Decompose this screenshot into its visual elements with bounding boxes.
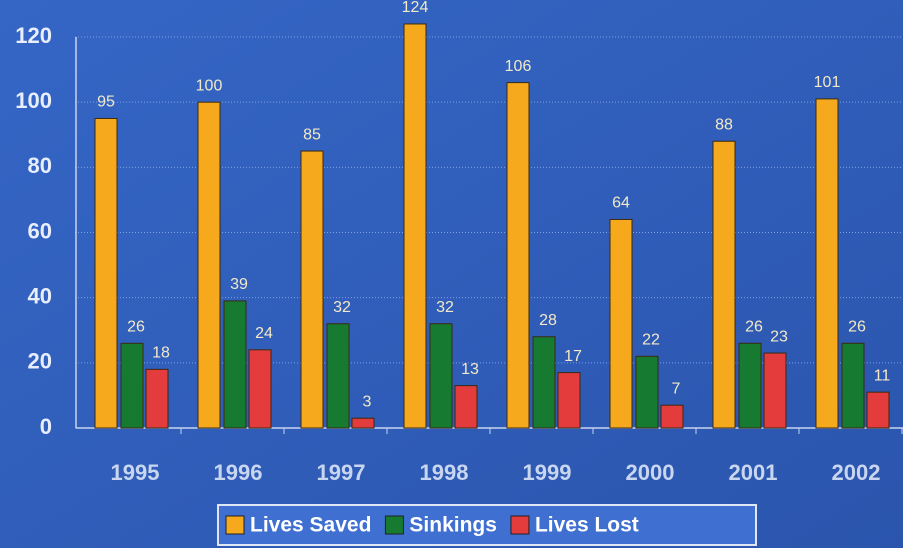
bar — [815, 98, 839, 429]
y-tick-label: 40 — [28, 283, 52, 308]
legend-swatch — [384, 515, 404, 535]
bar — [866, 391, 890, 429]
bar — [94, 117, 118, 429]
bar — [841, 342, 865, 429]
value-label: 32 — [436, 299, 454, 316]
value-label: 100 — [196, 77, 223, 94]
value-label: 95 — [97, 94, 115, 111]
bar — [738, 342, 762, 429]
value-label: 64 — [612, 195, 630, 212]
x-tick-label: 1996 — [214, 460, 263, 485]
x-tick-label: 2000 — [626, 460, 675, 485]
legend-swatch — [510, 515, 530, 535]
value-label: 85 — [303, 126, 321, 143]
x-tick-label: 2002 — [832, 460, 881, 485]
bar — [326, 323, 350, 429]
value-label: 106 — [505, 58, 532, 75]
bar — [351, 417, 375, 429]
bar — [248, 349, 272, 429]
x-tick-label: 2001 — [729, 460, 778, 485]
legend: Lives Saved Sinkings Lives Lost — [217, 504, 757, 546]
legend-label: Sinkings — [409, 514, 497, 537]
value-label: 3 — [363, 393, 372, 410]
y-tick-label: 60 — [28, 218, 52, 243]
bar — [403, 23, 427, 429]
value-label: 26 — [848, 319, 866, 336]
value-label: 28 — [539, 312, 557, 329]
x-tick-label: 1999 — [523, 460, 572, 485]
value-label: 88 — [715, 116, 733, 133]
legend-label: Lives Saved — [250, 514, 371, 537]
bar — [635, 355, 659, 429]
x-tick-label: 1997 — [317, 460, 366, 485]
legend-label: Lives Lost — [535, 514, 639, 537]
y-tick-label: 100 — [15, 88, 52, 113]
bar — [223, 300, 247, 429]
value-label: 39 — [230, 276, 248, 293]
value-label: 11 — [874, 367, 891, 384]
x-tick-label: 1998 — [420, 460, 469, 485]
legend-box — [217, 504, 757, 546]
value-label: 26 — [745, 319, 763, 336]
bar — [557, 372, 581, 429]
value-label: 26 — [127, 319, 145, 336]
bar — [506, 82, 530, 429]
bar — [532, 336, 556, 429]
bar — [454, 385, 478, 429]
bar — [763, 352, 787, 429]
bar — [197, 101, 221, 429]
value-label: 13 — [461, 361, 479, 378]
y-tick-label: 0 — [40, 414, 52, 439]
bar — [120, 342, 144, 429]
x-tick-label: 1995 — [111, 460, 160, 485]
value-label: 18 — [152, 345, 170, 362]
value-label: 32 — [333, 299, 351, 316]
value-label: 101 — [814, 74, 841, 91]
legend-swatch — [225, 515, 245, 535]
value-label: 124 — [402, 0, 429, 16]
value-label: 22 — [642, 332, 660, 349]
bar — [145, 368, 169, 429]
bar — [429, 323, 453, 429]
bar — [712, 140, 736, 429]
value-label: 7 — [672, 380, 681, 397]
y-tick-label: 20 — [28, 349, 52, 374]
bar — [609, 218, 633, 429]
value-label: 24 — [255, 325, 273, 342]
value-label: 23 — [770, 328, 788, 345]
y-tick-label: 80 — [28, 153, 52, 178]
y-tick-label: 120 — [15, 23, 52, 48]
bar — [660, 404, 684, 429]
bar — [300, 150, 324, 429]
value-label: 17 — [564, 348, 582, 365]
